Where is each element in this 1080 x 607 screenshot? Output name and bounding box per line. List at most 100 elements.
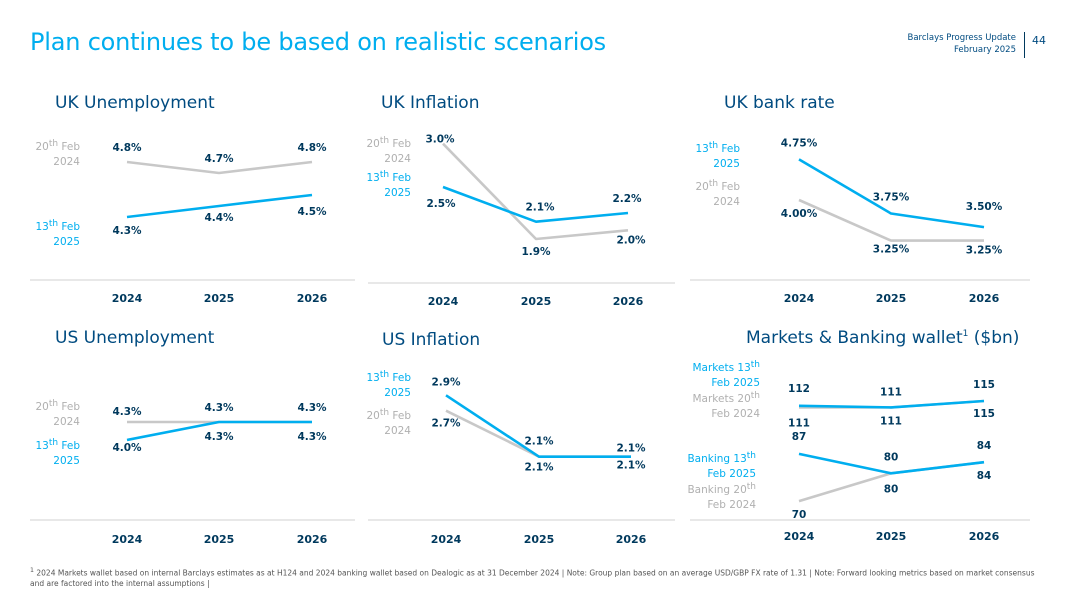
uk-inflation-series-line-new [442,185,629,223]
uk-inflation-data-label: 3.0% [425,134,455,146]
markets-banking-wallet-series-name: Banking 20th [687,482,756,496]
us-inflation-series-name: 13th Feb [366,370,411,384]
uk-inflation-tick-label: 2026 [613,295,644,308]
markets-banking-wallet-data-label: 111 [788,417,810,429]
uk-unemployment-data-label: 4.3% [112,225,142,237]
footnote: 1 2024 Markets wallet based on internal … [30,566,1045,589]
markets-banking-wallet-data-label: 115 [973,379,995,391]
uk-bank-rate-series-name: 2024 [713,196,740,208]
markets-banking-wallet-series-name: Markets 20th [693,391,761,405]
uk-unemployment-series-line-new [126,193,313,219]
us-inflation-series-name: 2025 [384,387,411,399]
us-unemployment-series-name: 2024 [53,416,80,428]
uk-inflation-series-line-old [442,142,629,241]
markets-banking-wallet-data-label: 84 [977,470,992,482]
uk-unemployment-tick-label: 2025 [204,292,235,305]
us-inflation-data-label: 2.1% [616,443,646,455]
us-unemployment-data-label: 4.3% [204,431,234,443]
uk-bank-rate-data-label: 3.25% [873,244,910,256]
markets-banking-wallet-series-line-new [798,452,985,475]
us-unemployment-series-name: 2025 [53,455,80,467]
markets-banking-wallet-series-name: Feb 2025 [707,468,756,480]
markets-banking-wallet-series-name: Markets 13th [693,360,761,374]
brand-block: Barclays Progress Update February 2025 [907,32,1016,56]
uk-bank-rate-data-label: 3.75% [873,192,910,204]
markets-banking-wallet-data-label: 112 [788,383,810,395]
uk-bank-rate-series-name: 13th Feb [695,141,740,155]
uk-bank-rate-data-label: 3.50% [966,201,1003,213]
uk-inflation-data-label: 2.0% [616,234,646,246]
uk-bank-rate-series-name: 2025 [713,158,740,170]
brand-line-1: Barclays Progress Update [907,33,1016,43]
us-inflation-data-label: 2.1% [524,462,554,474]
uk-bank-rate-series-line-new [798,158,985,229]
uk-inflation-data-label: 1.9% [521,246,551,258]
uk-unemployment-series-name: 2025 [53,236,80,248]
us-unemployment-tick-label: 2024 [112,533,143,546]
markets-banking-wallet-series-name: Feb 2024 [711,408,760,420]
uk-inflation-tick-label: 2024 [428,295,459,308]
us-inflation-tick-label: 2024 [431,533,462,546]
charts-canvas: UK Unemployment 2024 2025 2026 4.8% 4.7% 4.8% 2… [30,93,1030,546]
markets-banking-wallet-data-label: 80 [884,483,899,495]
us-unemployment-series-line-new [126,420,312,442]
us-inflation-tick-label: 2025 [524,533,555,546]
uk-inflation-series-name: 2025 [384,187,411,199]
uk-inflation-series-name: 20th Feb [366,136,411,150]
markets-banking-wallet-data-label: 111 [880,415,902,427]
uk-unemployment-data-label: 4.5% [297,206,327,218]
page-title: Plan continues to be based on realistic … [30,28,606,56]
uk-bank-rate-data-label: 3.25% [966,245,1003,257]
markets-banking-wallet-data-label: 70 [792,509,807,521]
header-divider [1024,32,1025,58]
page-number: 44 [1032,34,1046,47]
markets-banking-wallet-data-label: 111 [880,386,902,398]
uk-bank-rate-series-name: 20th Feb [695,179,740,193]
us-inflation-tick-label: 2026 [616,533,647,546]
markets-banking-wallet-tick-label: 2026 [969,530,1000,543]
uk-bank-rate-tick-label: 2026 [969,292,1000,305]
uk-unemployment-series-name: 2024 [53,156,80,168]
us-unemployment-data-label: 4.3% [297,402,327,414]
us-unemployment-tick-label: 2025 [204,533,235,546]
us-unemployment-data-label: 4.3% [297,431,327,443]
us-unemployment-data-label: 4.3% [204,402,234,414]
uk-unemployment-data-label: 4.7% [204,153,234,165]
markets-banking-wallet-title: Markets & Banking wallet1 ($bn) [746,328,1019,348]
uk-inflation-tick-label: 2025 [521,295,552,308]
markets-banking-wallet-series-name: Feb 2024 [707,499,756,511]
us-unemployment-tick-label: 2026 [297,533,328,546]
uk-unemployment-data-label: 4.4% [204,212,234,224]
us-inflation-series-name: 2024 [384,425,411,437]
uk-bank-rate-tick-label: 2024 [784,292,815,305]
us-inflation-data-label: 2.1% [616,460,646,472]
us-inflation-data-label: 2.1% [524,436,554,448]
us-inflation-series-name: 20th Feb [366,408,411,422]
us-unemployment-data-label: 4.0% [112,442,142,454]
footnote-marker: 1 [30,567,34,574]
uk-unemployment-tick-label: 2024 [112,292,143,305]
uk-inflation-data-label: 2.2% [612,193,642,205]
us-unemployment-data-label: 4.3% [112,406,142,418]
uk-unemployment-series-name: 13th Feb [35,219,80,233]
us-inflation-data-label: 2.7% [431,418,461,430]
markets-banking-wallet-tick-label: 2024 [784,530,815,543]
uk-unemployment-series-name: 20th Feb [35,139,80,153]
footnote-text: 2024 Markets wallet based on internal Ba… [30,568,1035,588]
us-inflation-series-line-old [445,409,631,459]
markets-banking-wallet-data-label: 115 [973,408,995,420]
us-inflation-title: US Inflation [382,330,480,350]
brand-line-2: February 2025 [954,45,1016,55]
us-inflation-data-label: 2.9% [431,376,461,388]
us-unemployment-title: US Unemployment [55,328,215,348]
markets-banking-wallet-data-label: 87 [792,431,807,443]
uk-unemployment-title: UK Unemployment [55,93,215,113]
uk-inflation-title: UK Inflation [381,93,479,113]
markets-banking-wallet-tick-label: 2025 [876,530,907,543]
uk-bank-rate-tick-label: 2025 [876,292,907,305]
uk-inflation-data-label: 2.1% [525,202,555,214]
uk-unemployment-data-label: 4.8% [297,142,327,154]
uk-bank-rate-series-line-old [798,198,984,242]
markets-banking-wallet-data-label: 84 [977,440,992,452]
markets-banking-wallet-series-name: Feb 2025 [711,377,760,389]
